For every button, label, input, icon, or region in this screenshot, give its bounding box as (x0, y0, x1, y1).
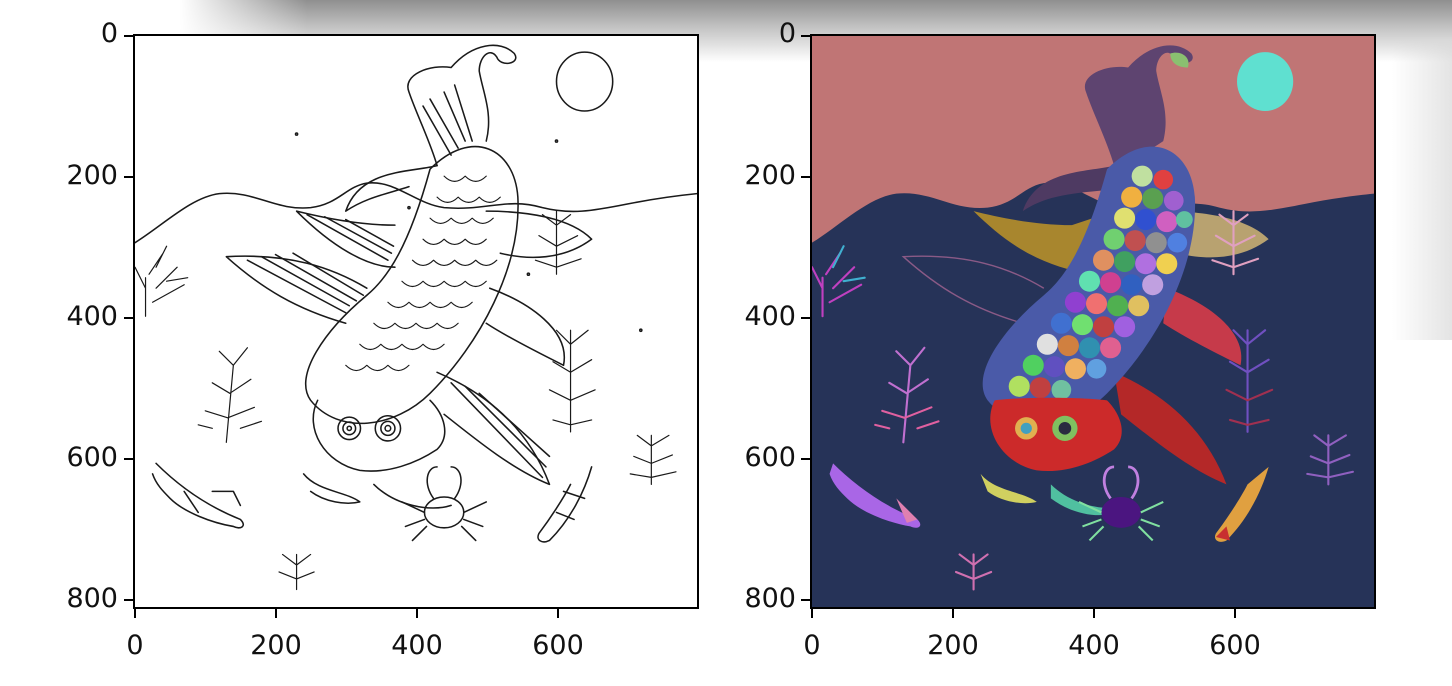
x-tick-200: 200 (250, 630, 302, 661)
x-tick-mark (134, 609, 136, 618)
color-segmentation-panel: 0 200 400 600 800 0 200 400 600 (710, 0, 1410, 686)
y-tick-200: 200 (744, 160, 796, 191)
x-tick-mark (416, 609, 418, 618)
line-art-panel: 0 200 400 600 800 0 200 400 600 (0, 0, 720, 686)
y-tick-mark (801, 458, 810, 460)
y-tick-mark (124, 599, 133, 601)
y-tick-400: 400 (66, 301, 118, 332)
x-tick-mark (811, 609, 813, 618)
x-tick-mark (952, 609, 954, 618)
y-tick-800: 800 (66, 583, 118, 614)
x-tick-400: 400 (1068, 630, 1120, 661)
y-tick-mark (124, 317, 133, 319)
y-tick-600: 600 (66, 442, 118, 473)
x-tick-mark (1093, 609, 1095, 618)
x-tick-0: 0 (803, 630, 821, 661)
y-tick-0: 0 (778, 18, 796, 49)
y-tick-mark (801, 599, 810, 601)
window-shadow-right (1392, 40, 1452, 340)
y-tick-mark (801, 176, 810, 178)
y-tick-200: 200 (66, 160, 118, 191)
koi-line-drawing (135, 44, 697, 591)
x-tick-mark (557, 609, 559, 618)
koi-color-segmentation (812, 36, 1374, 607)
x-tick-200: 200 (927, 630, 979, 661)
x-tick-mark (1234, 609, 1236, 618)
x-tick-600: 600 (1209, 630, 1261, 661)
x-tick-600: 600 (532, 630, 584, 661)
y-tick-400: 400 (744, 301, 796, 332)
y-tick-600: 600 (744, 442, 796, 473)
line-art-image (133, 34, 699, 609)
y-tick-mark (124, 176, 133, 178)
y-tick-mark (801, 35, 810, 37)
x-tick-400: 400 (391, 630, 443, 661)
y-tick-mark (124, 458, 133, 460)
y-tick-800: 800 (744, 583, 796, 614)
x-tick-mark (275, 609, 277, 618)
y-tick-mark (124, 35, 133, 37)
y-tick-0: 0 (100, 18, 118, 49)
x-tick-0: 0 (126, 630, 144, 661)
color-segmentation-image (810, 34, 1376, 609)
y-tick-mark (801, 317, 810, 319)
